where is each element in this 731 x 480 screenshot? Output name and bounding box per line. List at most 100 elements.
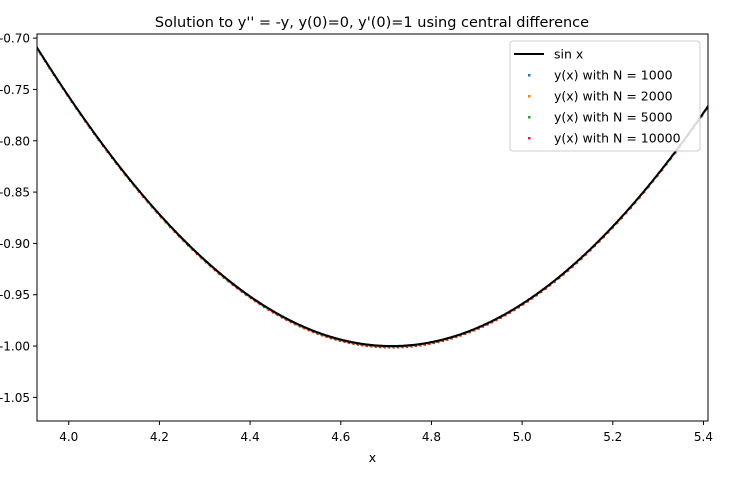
- data-point: [455, 336, 458, 339]
- data-point: [330, 337, 333, 340]
- data-point: [231, 284, 234, 287]
- data-point: [427, 342, 430, 345]
- data-point: [240, 290, 243, 293]
- data-point: [558, 277, 561, 280]
- data-point: [383, 346, 386, 349]
- data-point: [418, 344, 421, 347]
- data-point: [355, 343, 358, 346]
- data-point: [387, 346, 390, 349]
- data-point: [378, 345, 381, 348]
- data-point: [522, 303, 525, 306]
- data-point: [409, 345, 412, 348]
- data-point: [473, 329, 476, 332]
- data-point: [357, 343, 360, 346]
- data-point: [422, 343, 425, 346]
- data-point: [303, 327, 306, 330]
- data-point: [346, 341, 349, 344]
- data-point: [400, 345, 403, 348]
- data-point: [379, 346, 382, 349]
- data-point: [222, 276, 225, 279]
- data-point: [396, 346, 399, 349]
- x-tick-label: 4.6: [331, 430, 350, 444]
- data-point: [531, 297, 534, 300]
- data-point: [464, 333, 467, 336]
- data-point: [709, 103, 711, 105]
- data-point: [509, 311, 512, 314]
- x-tick-label: 4.8: [422, 430, 441, 444]
- legend-entry-2000: y(x) with N = 2000: [528, 89, 673, 104]
- data-point: [321, 334, 324, 337]
- y-tick-label: -0.75: [0, 83, 30, 97]
- data-point: [374, 345, 377, 348]
- legend-swatch: [528, 74, 531, 77]
- data-point: [446, 338, 449, 341]
- data-point: [500, 316, 503, 319]
- data-point: [580, 257, 583, 260]
- plot-area: -0.70 -0.75 -0.80 -0.85 -0.90 -0.95 -1.00 -1.05…: [0, 32, 713, 444]
- data-point: [589, 249, 592, 252]
- data-point: [553, 280, 556, 283]
- legend-label: sin x: [554, 47, 583, 62]
- data-point: [535, 294, 538, 297]
- data-point: [433, 342, 436, 345]
- data-point: [245, 294, 248, 297]
- data-point: [526, 300, 529, 303]
- data-point: [491, 321, 494, 324]
- data-point: [373, 345, 376, 348]
- data-point: [459, 334, 462, 337]
- data-point: [316, 332, 319, 335]
- legend-swatch: [528, 137, 531, 140]
- data-point: [405, 345, 408, 348]
- data-point: [415, 345, 418, 348]
- data-point: [369, 344, 372, 347]
- legend-entry-1000: y(x) with N = 1000: [528, 68, 673, 83]
- data-point: [218, 273, 221, 276]
- data-point: [431, 341, 434, 344]
- data-point: [576, 261, 579, 264]
- data-point: [544, 287, 547, 290]
- data-point: [540, 291, 543, 294]
- data-point: [236, 287, 239, 290]
- x-tick-label: 5.0: [513, 430, 532, 444]
- data-point: [343, 341, 346, 344]
- data-point: [263, 306, 266, 309]
- data-point: [204, 261, 207, 264]
- data-point: [518, 306, 521, 309]
- legend-label: y(x) with N = 10000: [554, 131, 681, 146]
- x-tick-label: 4.2: [150, 430, 169, 444]
- data-point: [254, 300, 257, 303]
- data-point: [495, 319, 498, 322]
- y-tick-label: -0.80: [0, 134, 30, 148]
- data-point: [482, 325, 485, 328]
- data-point: [289, 321, 292, 324]
- data-point: [227, 280, 230, 283]
- data-point: [191, 248, 194, 251]
- legend: sin x y(x) with N = 1000 y(x) with N = 200…: [509, 40, 701, 152]
- data-point: [294, 323, 297, 326]
- y-axis: -0.70 -0.75 -0.80 -0.85 -0.90 -0.95 -1.00 -1.05: [0, 32, 37, 405]
- data-point: [391, 346, 394, 349]
- data-point: [562, 273, 565, 276]
- y-tick-label: -0.90: [0, 237, 30, 251]
- data-point: [365, 345, 368, 348]
- x-axis: 4.0 4.2 4.4 4.6 4.8 5.0 5.2 5.4: [59, 421, 713, 444]
- data-point: [504, 314, 507, 317]
- data-point: [486, 323, 489, 326]
- data-point: [450, 337, 453, 340]
- data-point: [352, 342, 355, 345]
- legend-entry-sin-x: sin x: [514, 47, 583, 62]
- data-point: [298, 325, 301, 328]
- data-point: [477, 327, 480, 330]
- data-point: [209, 265, 212, 268]
- data-point: [585, 253, 588, 256]
- data-point: [325, 336, 328, 339]
- data-point: [364, 344, 367, 347]
- data-point: [424, 343, 427, 346]
- data-point: [307, 329, 310, 332]
- y-tick-label: -1.05: [0, 391, 30, 405]
- data-point: [348, 342, 351, 345]
- data-point: [567, 269, 570, 272]
- data-point: [468, 331, 471, 334]
- data-point: [351, 342, 354, 345]
- data-point: [312, 331, 315, 334]
